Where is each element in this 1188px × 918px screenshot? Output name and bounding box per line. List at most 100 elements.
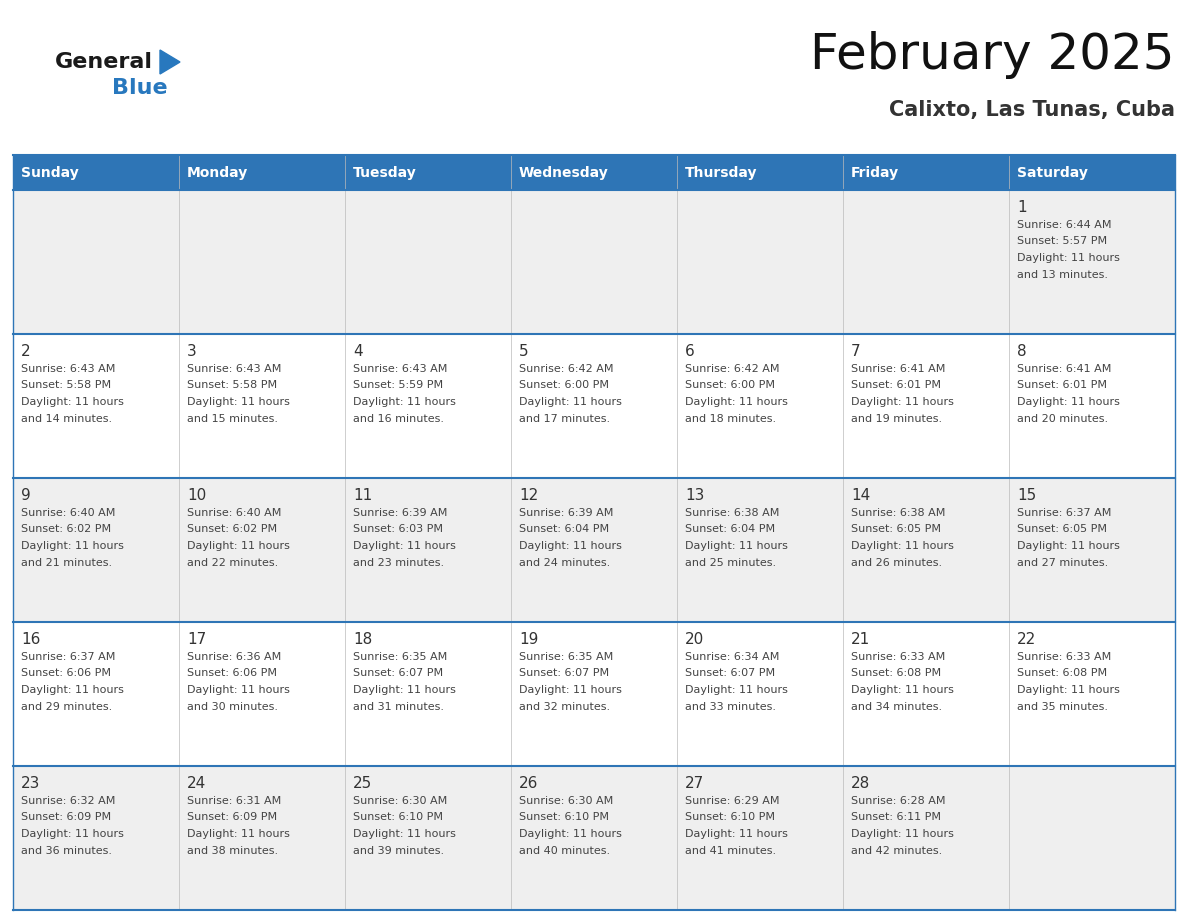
Bar — [1009, 190, 1175, 334]
Text: and 27 minutes.: and 27 minutes. — [1017, 557, 1108, 567]
Text: Saturday: Saturday — [1017, 165, 1088, 180]
Text: Sunset: 6:03 PM: Sunset: 6:03 PM — [353, 524, 443, 534]
Bar — [179, 478, 345, 622]
Bar — [677, 155, 843, 190]
Text: Daylight: 11 hours: Daylight: 11 hours — [519, 829, 621, 839]
Text: Sunrise: 6:32 AM: Sunrise: 6:32 AM — [21, 796, 115, 806]
Text: 28: 28 — [851, 776, 871, 791]
Bar — [179, 334, 345, 478]
Text: and 15 minutes.: and 15 minutes. — [187, 413, 278, 423]
Text: Sunrise: 6:36 AM: Sunrise: 6:36 AM — [187, 652, 282, 662]
Polygon shape — [160, 50, 181, 74]
Bar — [511, 766, 677, 910]
Text: Daylight: 11 hours: Daylight: 11 hours — [21, 685, 124, 695]
Text: Daylight: 11 hours: Daylight: 11 hours — [21, 397, 124, 407]
Bar — [345, 190, 511, 334]
Bar — [179, 622, 345, 766]
Bar — [511, 155, 677, 190]
Text: 18: 18 — [353, 632, 372, 647]
Text: and 20 minutes.: and 20 minutes. — [1017, 413, 1108, 423]
Text: Sunrise: 6:38 AM: Sunrise: 6:38 AM — [851, 508, 946, 518]
Text: Sunrise: 6:28 AM: Sunrise: 6:28 AM — [851, 796, 946, 806]
Text: Sunset: 6:11 PM: Sunset: 6:11 PM — [851, 812, 941, 823]
Text: Sunrise: 6:40 AM: Sunrise: 6:40 AM — [187, 508, 282, 518]
Text: 10: 10 — [187, 488, 207, 503]
Text: Daylight: 11 hours: Daylight: 11 hours — [187, 685, 290, 695]
Text: and 41 minutes.: and 41 minutes. — [685, 845, 776, 856]
Bar — [1009, 622, 1175, 766]
Text: Sunset: 6:09 PM: Sunset: 6:09 PM — [187, 812, 277, 823]
Text: Sunset: 5:58 PM: Sunset: 5:58 PM — [187, 380, 277, 390]
Text: and 35 minutes.: and 35 minutes. — [1017, 701, 1108, 711]
Bar — [511, 334, 677, 478]
Bar — [13, 766, 179, 910]
Text: Sunset: 6:05 PM: Sunset: 6:05 PM — [851, 524, 941, 534]
Bar — [677, 190, 843, 334]
Text: Sunset: 6:02 PM: Sunset: 6:02 PM — [21, 524, 112, 534]
Text: 22: 22 — [1017, 632, 1036, 647]
Text: Sunset: 6:10 PM: Sunset: 6:10 PM — [519, 812, 609, 823]
Text: and 19 minutes.: and 19 minutes. — [851, 413, 942, 423]
Bar — [677, 766, 843, 910]
Text: Daylight: 11 hours: Daylight: 11 hours — [851, 397, 954, 407]
Text: Sunset: 6:07 PM: Sunset: 6:07 PM — [685, 668, 775, 678]
Text: 26: 26 — [519, 776, 538, 791]
Bar — [843, 155, 1009, 190]
Bar — [511, 190, 677, 334]
Text: Sunrise: 6:44 AM: Sunrise: 6:44 AM — [1017, 220, 1112, 230]
Bar — [13, 190, 179, 334]
Bar — [13, 155, 179, 190]
Text: Sunset: 6:06 PM: Sunset: 6:06 PM — [21, 668, 110, 678]
Text: Sunday: Sunday — [21, 165, 78, 180]
Text: Daylight: 11 hours: Daylight: 11 hours — [353, 829, 456, 839]
Text: Daylight: 11 hours: Daylight: 11 hours — [685, 829, 788, 839]
Text: Blue: Blue — [112, 78, 168, 98]
Text: Daylight: 11 hours: Daylight: 11 hours — [519, 685, 621, 695]
Text: Sunrise: 6:30 AM: Sunrise: 6:30 AM — [519, 796, 613, 806]
Text: and 16 minutes.: and 16 minutes. — [353, 413, 444, 423]
Text: Sunrise: 6:39 AM: Sunrise: 6:39 AM — [519, 508, 613, 518]
Text: 4: 4 — [353, 344, 362, 359]
Bar — [345, 766, 511, 910]
Text: Sunrise: 6:31 AM: Sunrise: 6:31 AM — [187, 796, 282, 806]
Text: and 26 minutes.: and 26 minutes. — [851, 557, 942, 567]
Text: 15: 15 — [1017, 488, 1036, 503]
Bar — [1009, 334, 1175, 478]
Text: Daylight: 11 hours: Daylight: 11 hours — [1017, 253, 1120, 263]
Text: 24: 24 — [187, 776, 207, 791]
Text: 7: 7 — [851, 344, 860, 359]
Text: Sunrise: 6:40 AM: Sunrise: 6:40 AM — [21, 508, 115, 518]
Text: and 38 minutes.: and 38 minutes. — [187, 845, 278, 856]
Text: Monday: Monday — [187, 165, 248, 180]
Text: Sunset: 5:57 PM: Sunset: 5:57 PM — [1017, 237, 1107, 247]
Text: Daylight: 11 hours: Daylight: 11 hours — [353, 397, 456, 407]
Bar — [179, 155, 345, 190]
Text: Daylight: 11 hours: Daylight: 11 hours — [1017, 397, 1120, 407]
Text: and 31 minutes.: and 31 minutes. — [353, 701, 444, 711]
Text: Tuesday: Tuesday — [353, 165, 417, 180]
Text: Sunrise: 6:43 AM: Sunrise: 6:43 AM — [21, 364, 115, 374]
Text: and 21 minutes.: and 21 minutes. — [21, 557, 112, 567]
Bar — [345, 622, 511, 766]
Bar — [843, 622, 1009, 766]
Text: Sunset: 6:09 PM: Sunset: 6:09 PM — [21, 812, 112, 823]
Text: Sunrise: 6:41 AM: Sunrise: 6:41 AM — [1017, 364, 1112, 374]
Text: Friday: Friday — [851, 165, 899, 180]
Text: Daylight: 11 hours: Daylight: 11 hours — [685, 541, 788, 551]
Text: 17: 17 — [187, 632, 207, 647]
Text: Sunset: 6:07 PM: Sunset: 6:07 PM — [353, 668, 443, 678]
Text: and 40 minutes.: and 40 minutes. — [519, 845, 611, 856]
Bar — [1009, 766, 1175, 910]
Text: Sunset: 6:01 PM: Sunset: 6:01 PM — [1017, 380, 1107, 390]
Text: Sunset: 6:07 PM: Sunset: 6:07 PM — [519, 668, 609, 678]
Bar — [511, 478, 677, 622]
Text: 16: 16 — [21, 632, 40, 647]
Text: and 24 minutes.: and 24 minutes. — [519, 557, 611, 567]
Text: Daylight: 11 hours: Daylight: 11 hours — [1017, 541, 1120, 551]
Text: and 18 minutes.: and 18 minutes. — [685, 413, 776, 423]
Text: Daylight: 11 hours: Daylight: 11 hours — [685, 397, 788, 407]
Text: and 29 minutes.: and 29 minutes. — [21, 701, 112, 711]
Text: 20: 20 — [685, 632, 704, 647]
Text: Daylight: 11 hours: Daylight: 11 hours — [851, 829, 954, 839]
Bar — [843, 478, 1009, 622]
